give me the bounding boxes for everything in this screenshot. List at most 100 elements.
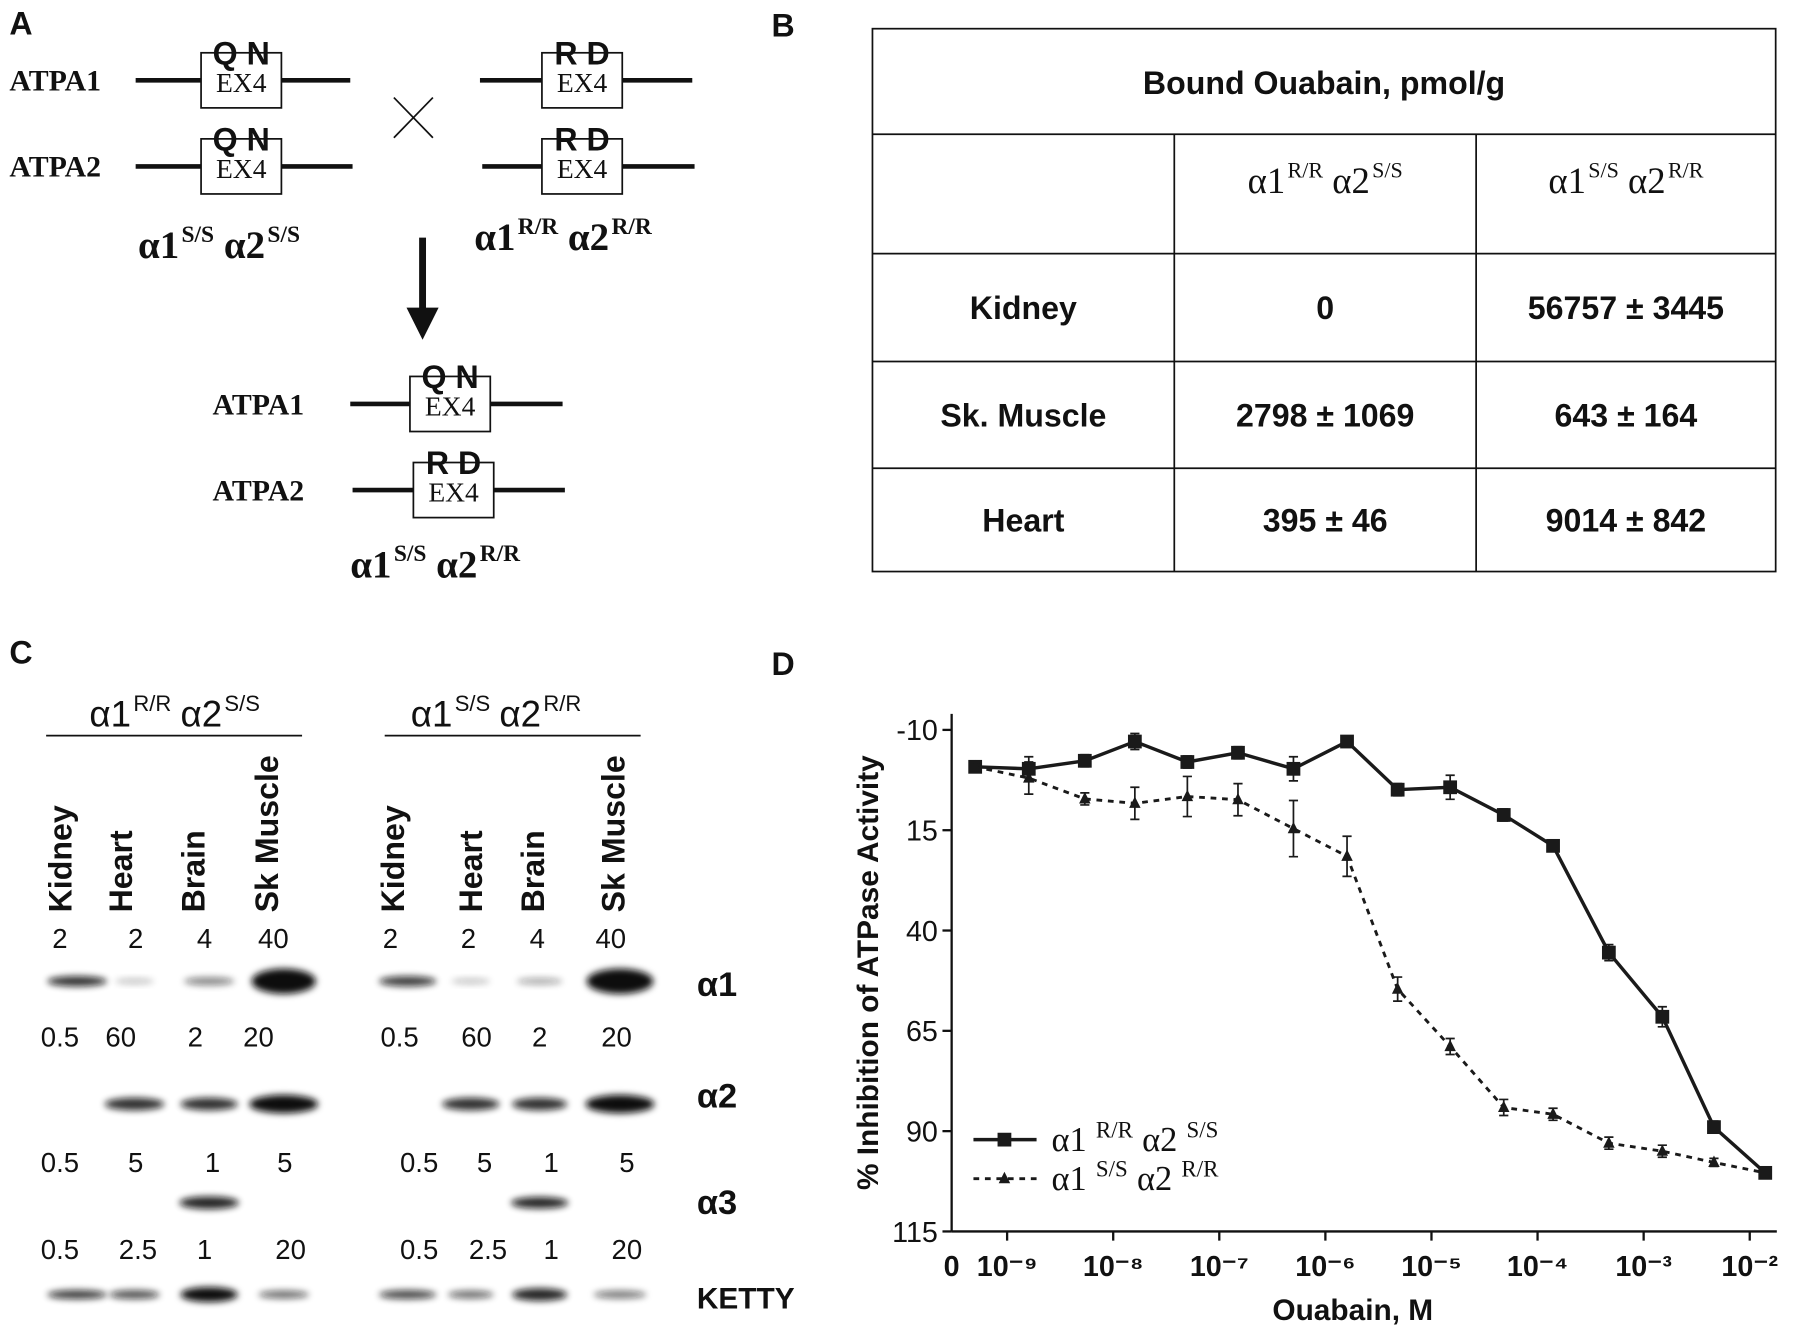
- blot-band: [510, 1197, 569, 1209]
- marker: [998, 1171, 1011, 1184]
- legend-text: α2: [1142, 1121, 1177, 1159]
- load-amount: 2: [128, 923, 143, 954]
- marker: [1601, 945, 1616, 960]
- table-cell: 0: [1316, 290, 1334, 326]
- residues: Q N: [213, 35, 270, 71]
- load-amount: 2: [383, 923, 398, 954]
- series-line: [975, 739, 1767, 1175]
- legend-sup: S/S: [1187, 1117, 1219, 1142]
- x-tick-label: 10⁻⁹: [977, 1251, 1038, 1283]
- gene-name: ATPA2: [213, 474, 305, 507]
- row-header: Kidney: [970, 290, 1077, 326]
- blot-band: [251, 968, 316, 994]
- marker: [1444, 1039, 1456, 1052]
- marker: [1287, 821, 1300, 834]
- x-axis-label: Ouabain, M: [1272, 1294, 1433, 1327]
- blot-band: [586, 968, 654, 994]
- load-amount: 1: [205, 1147, 220, 1178]
- row-header: Heart: [982, 502, 1064, 538]
- blot-band: [378, 1289, 437, 1300]
- load-amount: 4: [530, 923, 545, 954]
- panel-label: C: [9, 634, 32, 670]
- lane-label: Sk Muscle: [249, 755, 285, 912]
- allele-sup: S/S: [224, 691, 260, 716]
- allele-sup: R/R: [543, 691, 581, 716]
- blot-band: [104, 1097, 165, 1111]
- exon-label: EX4: [428, 477, 479, 508]
- y-axis-label: % Inhibition of ATPase Activity: [852, 755, 885, 1190]
- blot-band: [442, 1097, 500, 1111]
- genotype: α1 S/S α2 R/R: [1548, 157, 1703, 200]
- load-amount: 2.5: [469, 1234, 507, 1265]
- load-amount: 5: [619, 1147, 634, 1178]
- genotype: α1 S/S α2 S/S: [138, 222, 300, 267]
- marker: [1656, 1144, 1669, 1156]
- x-tick-label: 10⁻³: [1615, 1251, 1672, 1283]
- y-tick-label: 15: [906, 816, 938, 848]
- load-amount: 60: [105, 1022, 136, 1053]
- legend-label: α1 R/R α2 S/S: [1051, 1117, 1218, 1159]
- marker: [1391, 982, 1404, 994]
- table-cell: 2798 ± 1069: [1236, 397, 1414, 433]
- genotype: α1 R/R α2 R/R: [474, 214, 653, 259]
- load-amount: 4: [197, 923, 212, 954]
- marker: [1181, 789, 1194, 802]
- blot-band: [249, 1094, 319, 1114]
- series-line: [974, 765, 1766, 1175]
- table-cell: 56757 ± 3445: [1528, 290, 1724, 326]
- allele-sup: S/S: [267, 222, 300, 248]
- exon-box: [409, 375, 492, 433]
- x-tick-label: 10⁻⁴: [1507, 1251, 1568, 1283]
- allele-sup: S/S: [455, 691, 491, 716]
- blot-band: [516, 977, 563, 985]
- allele: α2: [224, 224, 265, 267]
- genotype: α1 S/S α2 R/R: [350, 541, 521, 586]
- marker: [1023, 771, 1035, 783]
- residues: Q N: [213, 121, 270, 157]
- genotype: α1 R/R α2 S/S: [1248, 157, 1403, 200]
- allele: α1: [89, 693, 131, 734]
- blot-band: [447, 1290, 494, 1299]
- gene-name: ATPA1: [9, 65, 101, 98]
- lane-label: Brain: [176, 830, 212, 912]
- marker: [1341, 849, 1353, 861]
- marker: [1079, 792, 1091, 804]
- allele-sup: S/S: [1372, 157, 1403, 182]
- blot-band: [180, 1287, 238, 1303]
- residues: Q N: [422, 359, 479, 395]
- band-label: KETTY: [697, 1282, 795, 1315]
- exon-box: [412, 461, 495, 519]
- allele-sup: R/R: [133, 691, 171, 716]
- marker: [1180, 755, 1195, 769]
- allele: α1: [411, 693, 453, 734]
- allele: α2: [436, 543, 477, 586]
- exon-box: [541, 138, 624, 195]
- x-tick-label: 10⁻⁶: [1295, 1251, 1355, 1283]
- row-header: Sk. Muscle: [940, 397, 1106, 433]
- marker: [1340, 734, 1354, 749]
- allele: α2: [1628, 160, 1666, 201]
- marker: [1231, 745, 1245, 760]
- load-amount: 2.5: [119, 1234, 157, 1265]
- table-cell: 9014 ± 842: [1546, 502, 1707, 538]
- allele-sup: S/S: [182, 222, 215, 248]
- exon-box: [200, 138, 283, 195]
- allele: α1: [350, 543, 391, 586]
- load-amount: 5: [477, 1147, 492, 1178]
- genotype: α1 R/R α2 S/S: [89, 691, 260, 734]
- residues: R D: [426, 445, 481, 481]
- table-cell: 395 ± 46: [1263, 502, 1388, 538]
- load-amount: 20: [243, 1022, 274, 1053]
- allele: α2: [180, 693, 222, 734]
- exon-label: EX4: [557, 153, 608, 184]
- genotype: α1 S/S α2 R/R: [411, 691, 582, 734]
- load-amount: 20: [612, 1234, 643, 1265]
- allele: α2: [499, 693, 541, 734]
- allele: α1: [1248, 160, 1286, 201]
- blot-band: [378, 976, 437, 987]
- lane-label: Kidney: [375, 805, 411, 912]
- blot-band: [512, 1097, 568, 1111]
- load-amount: 0.5: [41, 1022, 79, 1053]
- legend-text: α1: [1051, 1160, 1086, 1198]
